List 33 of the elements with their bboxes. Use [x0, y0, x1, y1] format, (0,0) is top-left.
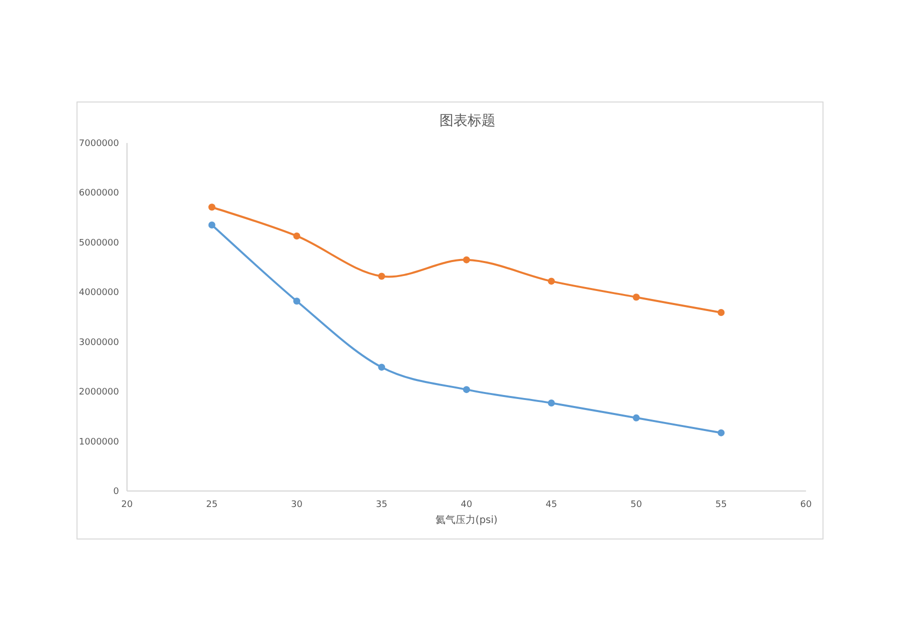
y-tick-label: 3000000 — [78, 338, 120, 348]
point — [378, 364, 386, 371]
x-tick-label: 55 — [715, 500, 727, 510]
point — [632, 294, 640, 301]
point — [548, 278, 555, 285]
point — [293, 232, 300, 240]
x-tick-label: 50 — [630, 500, 642, 510]
y-tick-label: 5000000 — [78, 238, 120, 248]
point — [463, 386, 470, 394]
point — [208, 222, 216, 229]
x-tick-label: 20 — [121, 500, 133, 510]
y-tick-label: 4000000 — [78, 288, 120, 298]
x-tick-label: 40 — [460, 500, 472, 510]
point — [293, 298, 300, 305]
x-tick-label: 35 — [376, 500, 388, 510]
y-tick-label: 0 — [113, 487, 120, 497]
point — [632, 414, 640, 422]
point — [463, 256, 470, 264]
point — [208, 204, 216, 211]
x-tick-label: 30 — [291, 500, 303, 510]
point — [718, 309, 725, 316]
y-tick-label: 2000000 — [78, 388, 120, 398]
y-tick-label: 6000000 — [78, 188, 120, 199]
point — [378, 272, 386, 280]
y-tick-label: 1000000 — [78, 437, 120, 448]
point — [548, 400, 555, 407]
point — [718, 429, 725, 436]
x-tick-label: 60 — [800, 500, 812, 510]
x-axis-title: 氦气压力(psi) — [435, 514, 498, 526]
x-tick-label: 25 — [206, 500, 218, 510]
x-tick-label: 45 — [546, 500, 558, 510]
chart-title: 图表标题 — [440, 113, 496, 129]
y-tick-label: 7000000 — [78, 139, 120, 149]
